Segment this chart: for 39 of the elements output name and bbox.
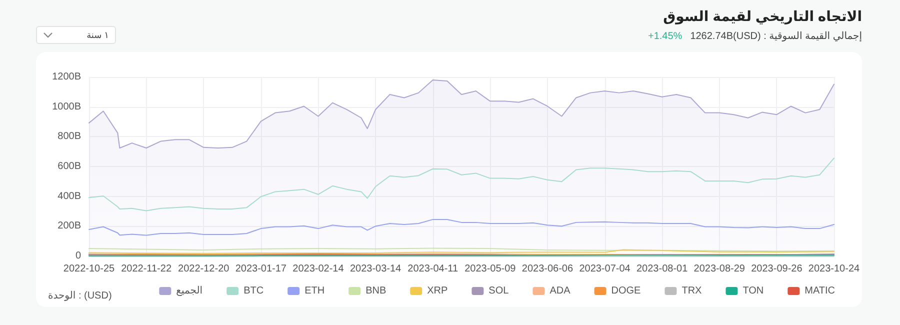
y-tick-label: 1000B bbox=[52, 101, 82, 112]
x-tick-label: 2022-10-25 bbox=[63, 264, 116, 274]
x-tick-label: 2023-01-17 bbox=[235, 264, 287, 274]
y-tick-label: 0 bbox=[75, 250, 82, 262]
y-tick-label: 400B bbox=[58, 190, 82, 202]
legend-label: ETH bbox=[304, 286, 325, 296]
y-tick-label: 600B bbox=[58, 161, 82, 172]
x-tick-label: 2023-02-14 bbox=[292, 264, 344, 274]
legend-label: TRX bbox=[682, 286, 702, 296]
x-tick-label: 2023-05-09 bbox=[464, 264, 516, 274]
legend-label: XRP bbox=[427, 286, 448, 296]
line-series bbox=[88, 218, 834, 236]
x-tick-label: 2023-10-24 bbox=[808, 264, 860, 274]
x-tick-label: 2023-09-26 bbox=[751, 264, 803, 274]
chart-subtitle: إجمالي القيمة السوقية : (USD)1262.74B bbox=[690, 31, 862, 42]
x-tick-label: 2023-08-01 bbox=[636, 264, 688, 274]
dropdown-field: ١ سنة bbox=[36, 26, 116, 44]
legend-label: SOL bbox=[488, 286, 510, 296]
x-tick-label: 2022-11-22 bbox=[121, 264, 172, 274]
legend-label: TON bbox=[742, 286, 764, 296]
chart-title: الاتجاه التاريخي لقيمة السوق bbox=[663, 8, 862, 25]
y-tick-label: 200B bbox=[58, 220, 82, 232]
y-tick-label: 1200B bbox=[52, 72, 82, 82]
legend-label: الجميع bbox=[176, 286, 203, 296]
legend-label: DOGE bbox=[611, 286, 642, 296]
line-series bbox=[88, 158, 834, 212]
x-tick-label: 2023-04-11 bbox=[408, 264, 458, 274]
text: الوحدة : (USD) bbox=[48, 290, 112, 302]
x-tick-label: 2023-03-14 bbox=[350, 264, 402, 274]
legend-label: ADA bbox=[550, 286, 571, 296]
text: +1.45% bbox=[648, 31, 682, 42]
x-tick-label: 2023-06-06 bbox=[522, 264, 574, 274]
y-tick-label: 800B bbox=[58, 131, 82, 142]
x-tick-label: 2023-08-29 bbox=[694, 264, 746, 274]
legend-label: BTC bbox=[244, 286, 264, 296]
x-tick-label: 2022-12-20 bbox=[178, 264, 230, 274]
x-tick-label: 2023-07-04 bbox=[579, 264, 631, 274]
legend-label: MATIC bbox=[804, 286, 836, 296]
legend-label: BNB bbox=[366, 286, 386, 296]
